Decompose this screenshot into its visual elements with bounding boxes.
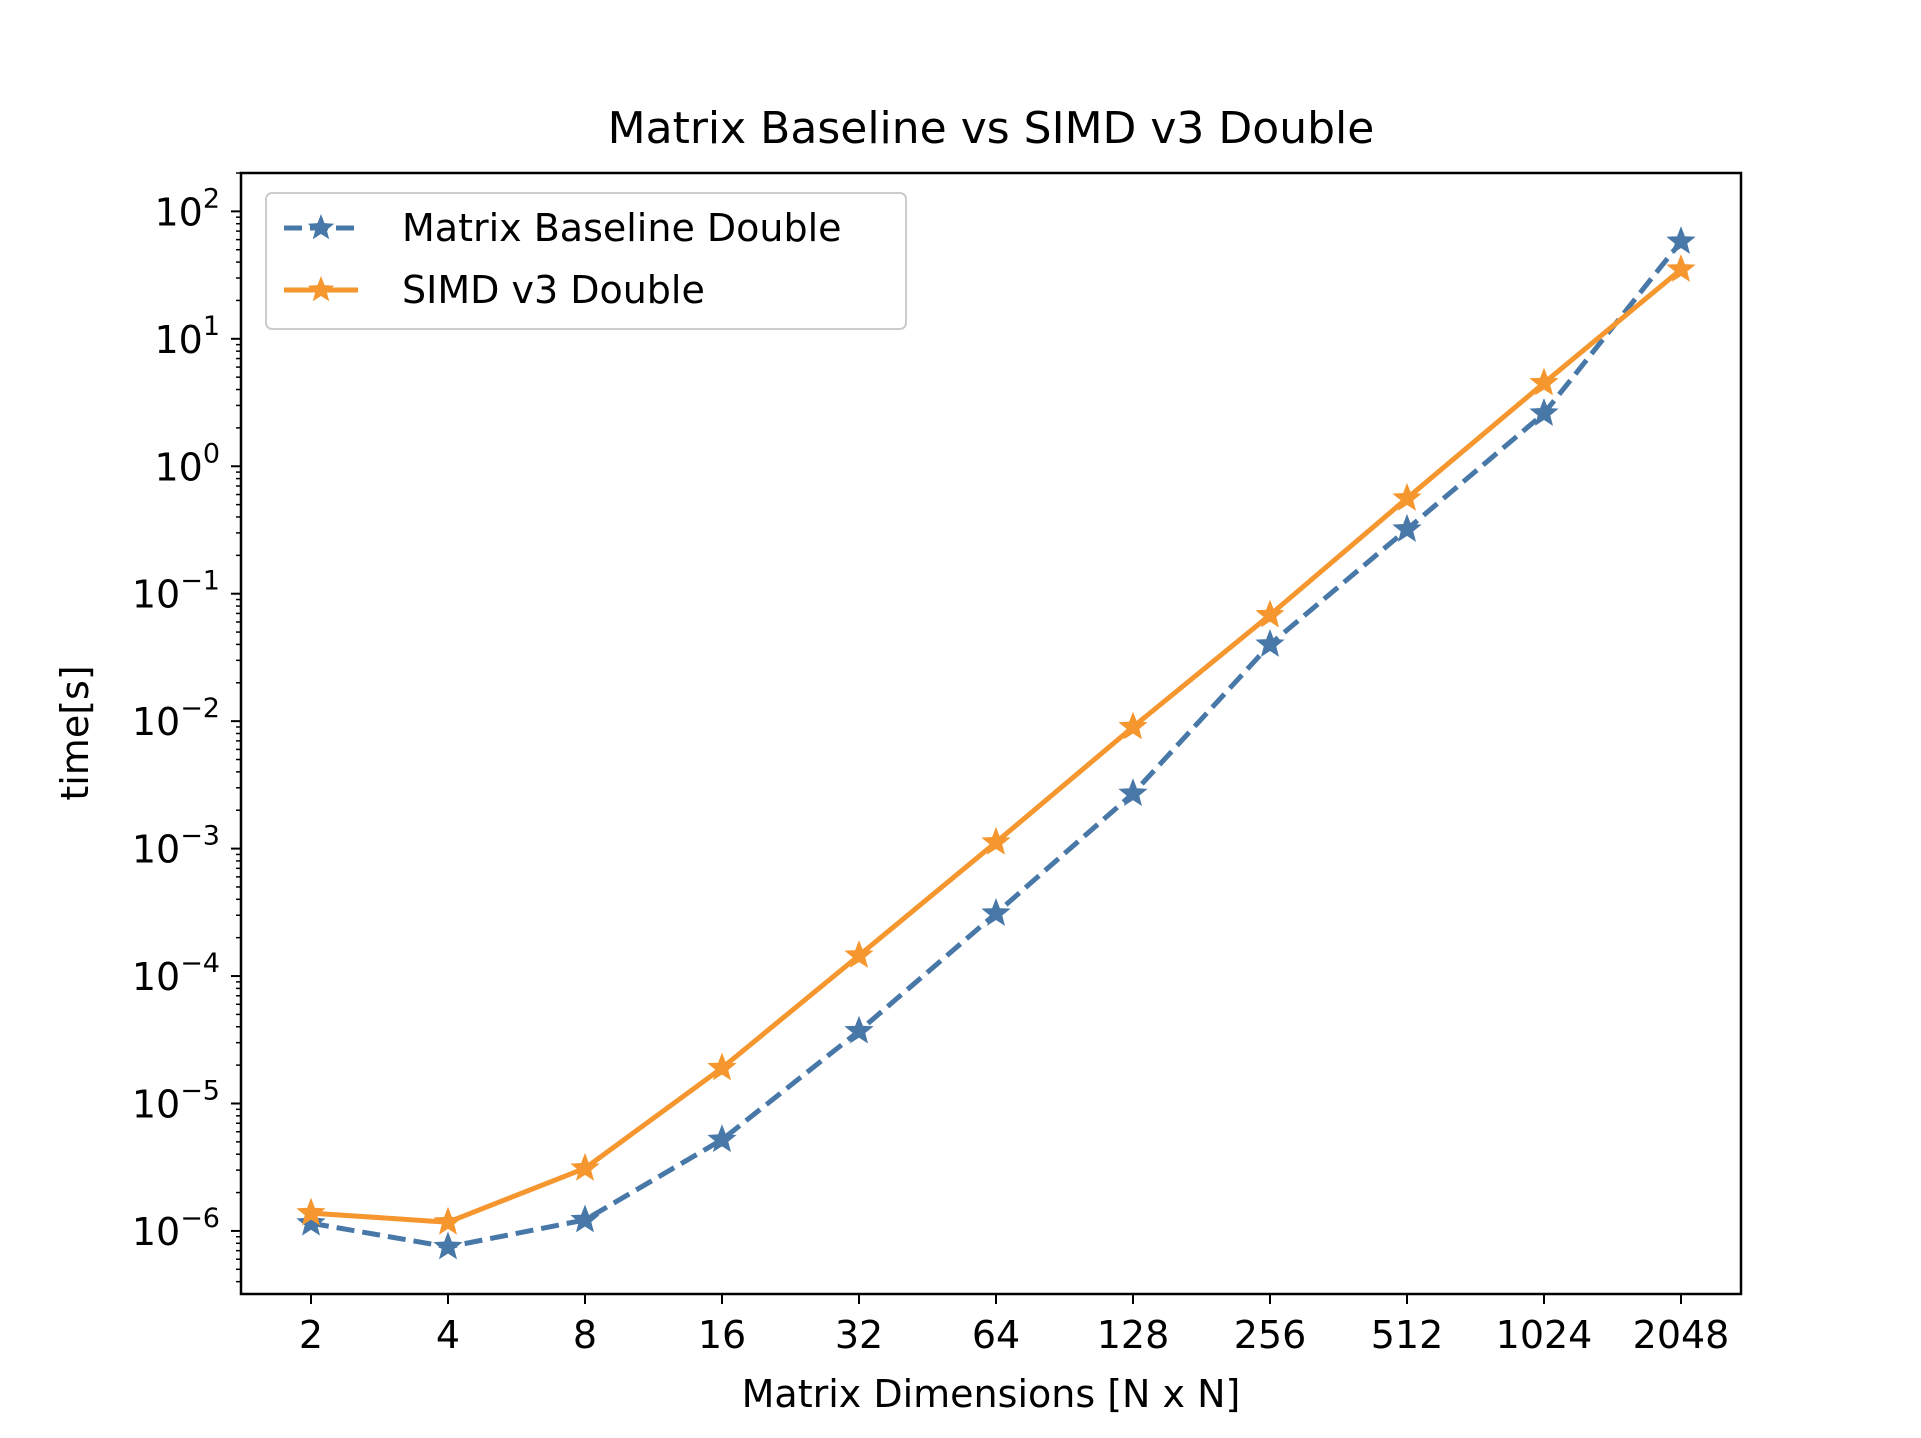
y-tick-label: 10−4 xyxy=(132,948,220,999)
y-tick-label: 100 xyxy=(154,438,220,489)
data-point xyxy=(1118,711,1148,740)
data-point xyxy=(570,1152,600,1181)
x-tick-label: 2 xyxy=(299,1313,323,1357)
x-axis-label: Matrix Dimensions [N x N] xyxy=(742,1372,1241,1416)
legend-box xyxy=(265,192,907,330)
legend-label: SIMD v3 Double xyxy=(402,268,705,312)
data-point xyxy=(570,1204,600,1233)
data-point xyxy=(981,897,1011,926)
plot-frame xyxy=(239,171,1743,1296)
x-tick-label: 2048 xyxy=(1633,1313,1730,1357)
x-tick-label: 32 xyxy=(835,1313,883,1357)
x-tick-label: 512 xyxy=(1371,1313,1444,1357)
x-tick-label: 8 xyxy=(573,1313,597,1357)
x-tick-label: 4 xyxy=(436,1313,460,1357)
data-point xyxy=(1392,513,1422,542)
legend-label: Matrix Baseline Double xyxy=(402,206,842,250)
y-tick-label: 10−5 xyxy=(132,1075,220,1126)
data-point xyxy=(1529,367,1559,396)
data-point xyxy=(1392,482,1422,511)
axis-ticks: 2 4 8 16 32 64 128 256 512 1024 2048 10−6 10−5 10−4 10… xyxy=(132,172,1730,1357)
x-tick-label: 1024 xyxy=(1496,1313,1593,1357)
plot-background xyxy=(241,173,1741,1294)
data-point xyxy=(433,1206,463,1235)
y-tick-label: 10−2 xyxy=(132,693,220,744)
data-point xyxy=(707,1124,737,1153)
series-layer xyxy=(296,226,1696,1260)
data-point xyxy=(433,1231,463,1260)
data-point xyxy=(1666,226,1696,254)
data-point xyxy=(844,940,874,968)
data-point xyxy=(296,1207,326,1236)
data-point xyxy=(1255,599,1285,628)
y-tick-label: 10−1 xyxy=(132,566,220,617)
legend-marker xyxy=(307,276,335,302)
y-tick-label: 10−6 xyxy=(132,1203,220,1254)
x-tick-label: 128 xyxy=(1097,1313,1170,1357)
data-point xyxy=(1118,778,1148,807)
data-point xyxy=(296,1197,326,1226)
data-point xyxy=(1666,254,1696,282)
legend: Matrix Baseline Double SIMD v3 Double xyxy=(265,192,907,330)
y-tick-label: 102 xyxy=(154,183,220,234)
data-point xyxy=(981,826,1011,855)
y-tick-label: 101 xyxy=(154,311,220,362)
legend-marker xyxy=(307,214,335,240)
data-point xyxy=(707,1052,737,1081)
x-tick-label: 256 xyxy=(1234,1313,1307,1357)
chart-title: Matrix Baseline vs SIMD v3 Double xyxy=(608,103,1375,154)
x-tick-label: 64 xyxy=(972,1313,1020,1357)
y-tick-label: 10−3 xyxy=(132,821,220,872)
x-tick-label: 16 xyxy=(698,1313,746,1357)
data-point xyxy=(1255,628,1285,657)
data-point xyxy=(1529,398,1559,426)
y-axis-label: time[s] xyxy=(53,665,97,800)
data-point xyxy=(844,1015,874,1044)
